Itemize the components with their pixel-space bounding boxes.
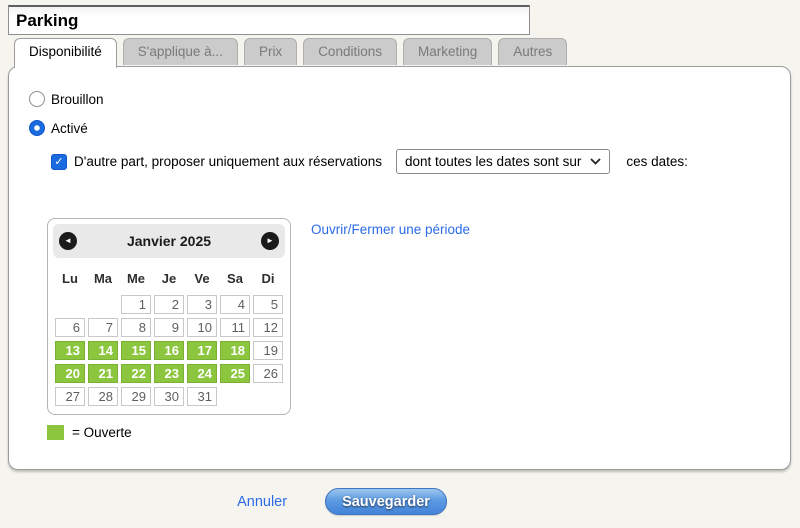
radio-label: Brouillon <box>51 91 104 107</box>
status-radio-group: Brouillon Activé <box>29 91 770 136</box>
dates-scope-select-value: dont toutes les dates sont sur <box>405 154 582 169</box>
calendar-grid: Lu Ma Me Je Ve Sa Di 1 2 3 4 5 6 7 8 9 10 11 12 13 14 15 16 17 1… <box>53 270 285 406</box>
day-cell-22-open[interactable]: 22 <box>121 364 151 383</box>
day-cell-3[interactable]: 3 <box>187 295 217 314</box>
day-cell-13-open[interactable]: 13 <box>55 341 85 360</box>
restriction-label: D'autre part, proposer uniquement aux ré… <box>74 154 382 169</box>
calendar-header: ◄ Janvier 2025 ► <box>53 224 285 258</box>
availability-panel: Brouillon Activé ✓ D'autre part, proposer… <box>8 66 791 470</box>
day-cell-20-open[interactable]: 20 <box>55 364 85 383</box>
radio-icon[interactable] <box>29 91 45 107</box>
cancel-link[interactable]: Annuler <box>237 493 288 510</box>
dates-scope-select[interactable]: dont toutes les dates sont sur <box>396 149 611 174</box>
status-radio-brouillon[interactable]: Brouillon <box>29 91 770 107</box>
day-cell-18-open[interactable]: 18 <box>220 341 250 360</box>
calendar-month-title: Janvier 2025 <box>126 233 212 249</box>
day-cell-15-open[interactable]: 15 <box>121 341 151 360</box>
day-cell-10[interactable]: 10 <box>187 318 217 337</box>
open-day-swatch <box>47 425 64 440</box>
tab-marketing[interactable]: Marketing <box>402 38 493 65</box>
day-cell-31[interactable]: 31 <box>187 387 217 406</box>
day-cell-26[interactable]: 26 <box>253 364 283 383</box>
next-month-button[interactable]: ► <box>260 232 279 250</box>
tab-bar: Disponibilité S'applique à... Prix Conditio… <box>14 38 568 68</box>
day-cell-19[interactable]: 19 <box>253 341 283 360</box>
tab-disponibilit[interactable]: Disponibilité <box>14 38 117 68</box>
radio-icon[interactable] <box>29 120 45 136</box>
restriction-checkbox[interactable]: ✓ <box>51 153 67 170</box>
day-cell-9[interactable]: 9 <box>154 318 184 337</box>
day-cell-4[interactable]: 4 <box>220 295 250 314</box>
weekday-label: Ma <box>93 271 113 286</box>
status-radio-activ-[interactable]: Activé <box>29 120 770 136</box>
weekday-label: Me <box>126 271 146 286</box>
day-cell-29[interactable]: 29 <box>121 387 151 406</box>
calendar-widget: ◄ Janvier 2025 ► Lu Ma Me Je Ve Sa Di 1 2 3 4 5 6 7 8 9… <box>47 218 291 415</box>
tab-autres[interactable]: Autres <box>498 38 568 65</box>
weekday-label: Sa <box>227 271 243 286</box>
day-cell-6[interactable]: 6 <box>55 318 85 337</box>
prev-month-button[interactable]: ◄ <box>59 232 77 250</box>
day-cell-2[interactable]: 2 <box>154 295 184 314</box>
empty-day-cell <box>88 295 118 314</box>
legend-label: = Ouverte <box>72 425 132 440</box>
day-cell-5[interactable]: 5 <box>253 295 283 314</box>
empty-day-cell <box>55 295 85 314</box>
restriction-row: ✓ D'autre part, proposer uniquement aux … <box>51 149 770 174</box>
footer-actions: Annuler Sauvegarder <box>0 488 742 515</box>
calendar-legend: = Ouverte <box>47 425 770 440</box>
day-cell-24-open[interactable]: 24 <box>187 364 217 383</box>
tab-prix[interactable]: Prix <box>243 38 298 65</box>
weekday-label: Di <box>261 271 275 286</box>
day-cell-8[interactable]: 8 <box>121 318 151 337</box>
open-close-period-link[interactable]: Ouvrir/Fermer une période <box>311 222 471 237</box>
weekday-label: Je <box>161 271 177 286</box>
panel-content: Brouillon Activé ✓ D'autre part, proposer… <box>9 67 790 440</box>
empty-day-cell <box>253 387 283 406</box>
day-cell-1[interactable]: 1 <box>121 295 151 314</box>
day-cell-16-open[interactable]: 16 <box>154 341 184 360</box>
empty-day-cell <box>220 387 250 406</box>
day-cell-11[interactable]: 11 <box>220 318 250 337</box>
weekday-label: Lu <box>62 271 78 286</box>
tab-conditions[interactable]: Conditions <box>303 38 397 65</box>
chevron-down-icon <box>590 158 601 165</box>
save-button[interactable]: Sauvegarder <box>325 488 447 515</box>
product-title-input[interactable] <box>8 5 530 35</box>
day-cell-21-open[interactable]: 21 <box>88 364 118 383</box>
after-select-text: ces dates: <box>626 154 688 169</box>
weekday-label: Ve <box>194 271 210 286</box>
day-cell-28[interactable]: 28 <box>88 387 118 406</box>
day-cell-14-open[interactable]: 14 <box>88 341 118 360</box>
day-cell-27[interactable]: 27 <box>55 387 85 406</box>
day-cell-17-open[interactable]: 17 <box>187 341 217 360</box>
radio-label: Activé <box>51 120 88 136</box>
day-cell-30[interactable]: 30 <box>154 387 184 406</box>
day-cell-25-open[interactable]: 25 <box>220 364 250 383</box>
dates-section: ◄ Janvier 2025 ► Lu Ma Me Je Ve Sa Di 1 2 3 4 5 6 7 8 9… <box>47 218 770 415</box>
day-cell-7[interactable]: 7 <box>88 318 118 337</box>
tab-s-applique[interactable]: S'applique à... <box>122 38 238 65</box>
day-cell-23-open[interactable]: 23 <box>154 364 184 383</box>
day-cell-12[interactable]: 12 <box>253 318 283 337</box>
